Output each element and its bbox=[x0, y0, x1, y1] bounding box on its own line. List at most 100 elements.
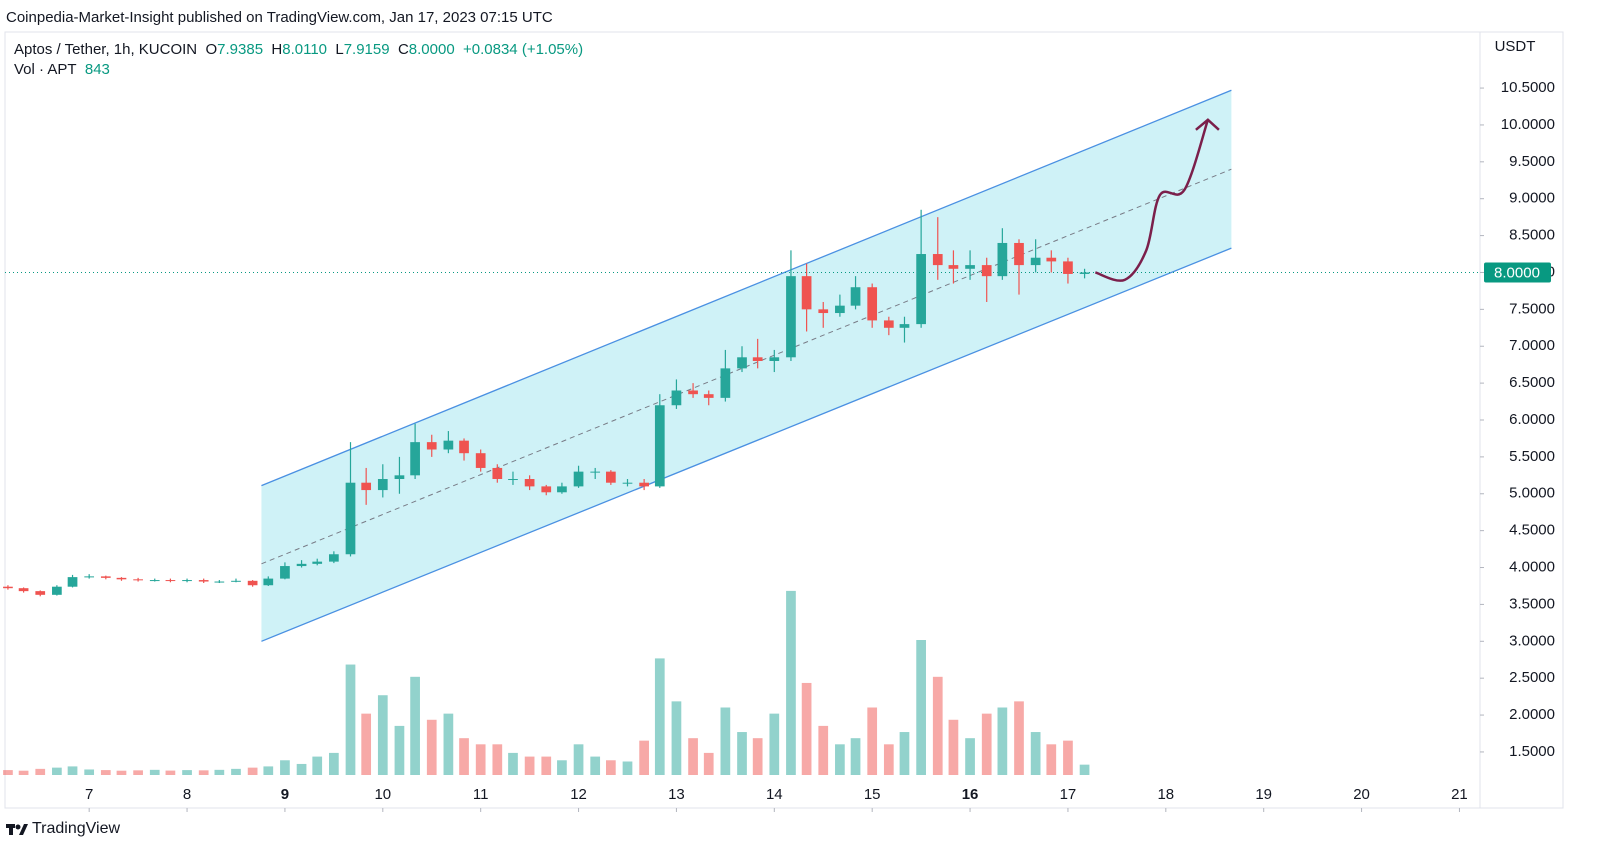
candle-body bbox=[492, 467, 503, 480]
candle-body bbox=[752, 357, 763, 361]
volume-bar bbox=[165, 770, 176, 775]
y-tick-label: 7.5000 bbox=[1509, 300, 1555, 317]
candle-body bbox=[394, 475, 405, 480]
volume-bar bbox=[1014, 701, 1024, 775]
x-tick-label: 18 bbox=[1157, 786, 1174, 803]
publisher-line: Coinpedia-Market-Insight published on Tr… bbox=[6, 9, 553, 26]
volume-bar bbox=[541, 756, 552, 775]
volume-bar bbox=[786, 590, 796, 775]
candle-body bbox=[948, 265, 959, 269]
candle-body bbox=[688, 390, 698, 395]
y-tick-label: 6.5000 bbox=[1509, 374, 1555, 391]
candle-body bbox=[231, 580, 241, 582]
projection-curve bbox=[1094, 119, 1210, 282]
x-tick-label: 19 bbox=[1255, 786, 1272, 803]
x-tick-label: 7 bbox=[85, 786, 93, 803]
candle-body bbox=[590, 471, 601, 473]
volume-bar bbox=[100, 770, 111, 775]
candle-body bbox=[981, 265, 992, 277]
volume-bar bbox=[573, 744, 584, 775]
candle-body bbox=[133, 579, 143, 581]
volume-bar bbox=[329, 752, 339, 775]
change: +0.0834 (+1.05%) bbox=[463, 41, 584, 58]
volume-bar bbox=[280, 760, 290, 775]
x-tick-label: 8 bbox=[183, 786, 191, 803]
channel-lower bbox=[261, 247, 1232, 642]
logo bbox=[6, 824, 28, 835]
volume-bar bbox=[867, 707, 878, 775]
projection-arrowhead bbox=[1195, 118, 1220, 131]
volume-bar bbox=[492, 744, 503, 775]
volume-bar bbox=[426, 719, 437, 775]
volume-bar bbox=[377, 695, 388, 775]
volume-bar bbox=[801, 682, 812, 775]
volume-bar bbox=[263, 766, 274, 775]
candle-body bbox=[410, 442, 420, 476]
o-value: 7.9385 bbox=[217, 41, 264, 58]
volume-bar bbox=[720, 707, 731, 775]
volume-bar bbox=[67, 766, 78, 775]
volume-bar bbox=[622, 761, 633, 775]
volume-bar bbox=[1030, 732, 1041, 775]
candle-body bbox=[165, 580, 176, 582]
volume-bar bbox=[590, 756, 601, 775]
volume-bar bbox=[654, 658, 665, 775]
volume-bar bbox=[818, 725, 829, 775]
candle-body bbox=[508, 479, 518, 481]
y-tick-label: 10.5000 bbox=[1501, 79, 1555, 96]
candle-body bbox=[35, 591, 46, 595]
volume-bar bbox=[639, 740, 649, 775]
candle-body bbox=[475, 453, 486, 468]
candle-body bbox=[737, 357, 747, 369]
c-label: C bbox=[397, 41, 409, 58]
volume-bar bbox=[524, 756, 535, 775]
h-label: H bbox=[271, 41, 283, 58]
volume-bar bbox=[1046, 744, 1057, 775]
o-label: O bbox=[205, 41, 218, 58]
candle-body bbox=[786, 276, 796, 358]
currency-label: USDT bbox=[1495, 38, 1536, 55]
last-price-box bbox=[1484, 262, 1551, 283]
volume-bar bbox=[948, 719, 959, 775]
candle-body bbox=[883, 320, 894, 328]
volume-bar bbox=[182, 770, 192, 775]
volume-bar bbox=[35, 768, 46, 775]
candle-body bbox=[247, 580, 258, 586]
volume-bar bbox=[410, 676, 420, 775]
x-tick-label: 17 bbox=[1060, 786, 1077, 803]
candle-body bbox=[835, 305, 845, 314]
symbol: Aptos / Tether, 1h, KUCOIN bbox=[14, 41, 198, 58]
l-value: 7.9159 bbox=[343, 41, 390, 58]
candle-body bbox=[1063, 261, 1073, 274]
candle-body bbox=[1014, 242, 1024, 266]
candle-body bbox=[524, 479, 535, 487]
candle-body bbox=[377, 479, 388, 491]
y-tick-label: 8.5000 bbox=[1509, 227, 1555, 244]
x-tick-label: 13 bbox=[668, 786, 685, 803]
x-tick-label: 9 bbox=[281, 786, 289, 803]
candle-body bbox=[459, 440, 469, 454]
volume-bar bbox=[752, 738, 763, 775]
candle-body bbox=[296, 563, 307, 567]
volume-bar bbox=[1063, 740, 1073, 775]
volume-bar bbox=[312, 756, 323, 775]
candle-body bbox=[850, 287, 861, 306]
ohlc-legend: Aptos / Tether, 1h, KUCOIN O7.9385 H8.01… bbox=[14, 41, 583, 58]
chart-frame bbox=[4, 31, 1564, 809]
volume-bar bbox=[899, 732, 910, 775]
candle-body bbox=[671, 390, 682, 406]
candle-body bbox=[899, 324, 910, 328]
volume-bar bbox=[198, 770, 209, 775]
volume-bar bbox=[361, 713, 372, 775]
volume-bar bbox=[443, 713, 454, 775]
volume-bar bbox=[997, 707, 1008, 775]
candle-body bbox=[818, 309, 829, 314]
candle-body bbox=[345, 482, 356, 555]
footer-text: TradingView bbox=[32, 820, 121, 837]
x-tick-label: 16 bbox=[962, 786, 979, 803]
y-tick-label: 3.5000 bbox=[1509, 595, 1555, 612]
volume-bar bbox=[606, 760, 616, 775]
candle-body bbox=[116, 577, 127, 580]
